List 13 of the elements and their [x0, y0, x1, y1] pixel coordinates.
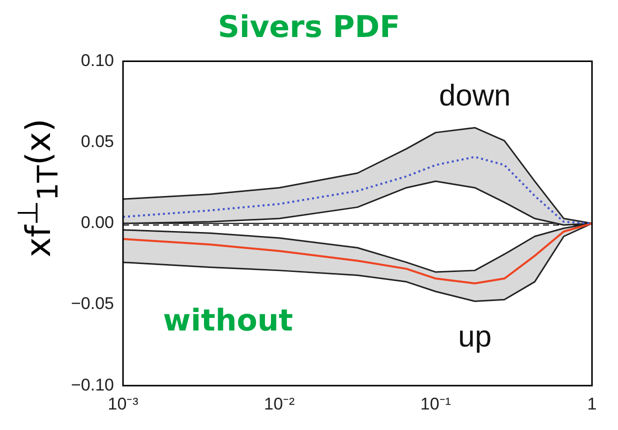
y-tick-label: 0.10 — [80, 50, 114, 70]
series-label: down — [438, 80, 511, 113]
series-label: up — [458, 320, 492, 354]
chart-title: Sivers PDF — [216, 9, 402, 47]
x-tick-label: 10⁻² — [264, 394, 295, 414]
x-tick-label: 10⁻¹ — [420, 394, 452, 414]
x-tick-label: 10⁻³ — [108, 394, 139, 414]
y-tick-label: −0.10 — [71, 375, 114, 394]
annotation: without — [163, 304, 294, 339]
y-tick-label: 0.00 — [80, 213, 114, 232]
y-tick-label: −0.05 — [71, 294, 114, 314]
y-tick-label: 0.05 — [80, 132, 114, 151]
x-tick-label: 1 — [587, 394, 597, 414]
